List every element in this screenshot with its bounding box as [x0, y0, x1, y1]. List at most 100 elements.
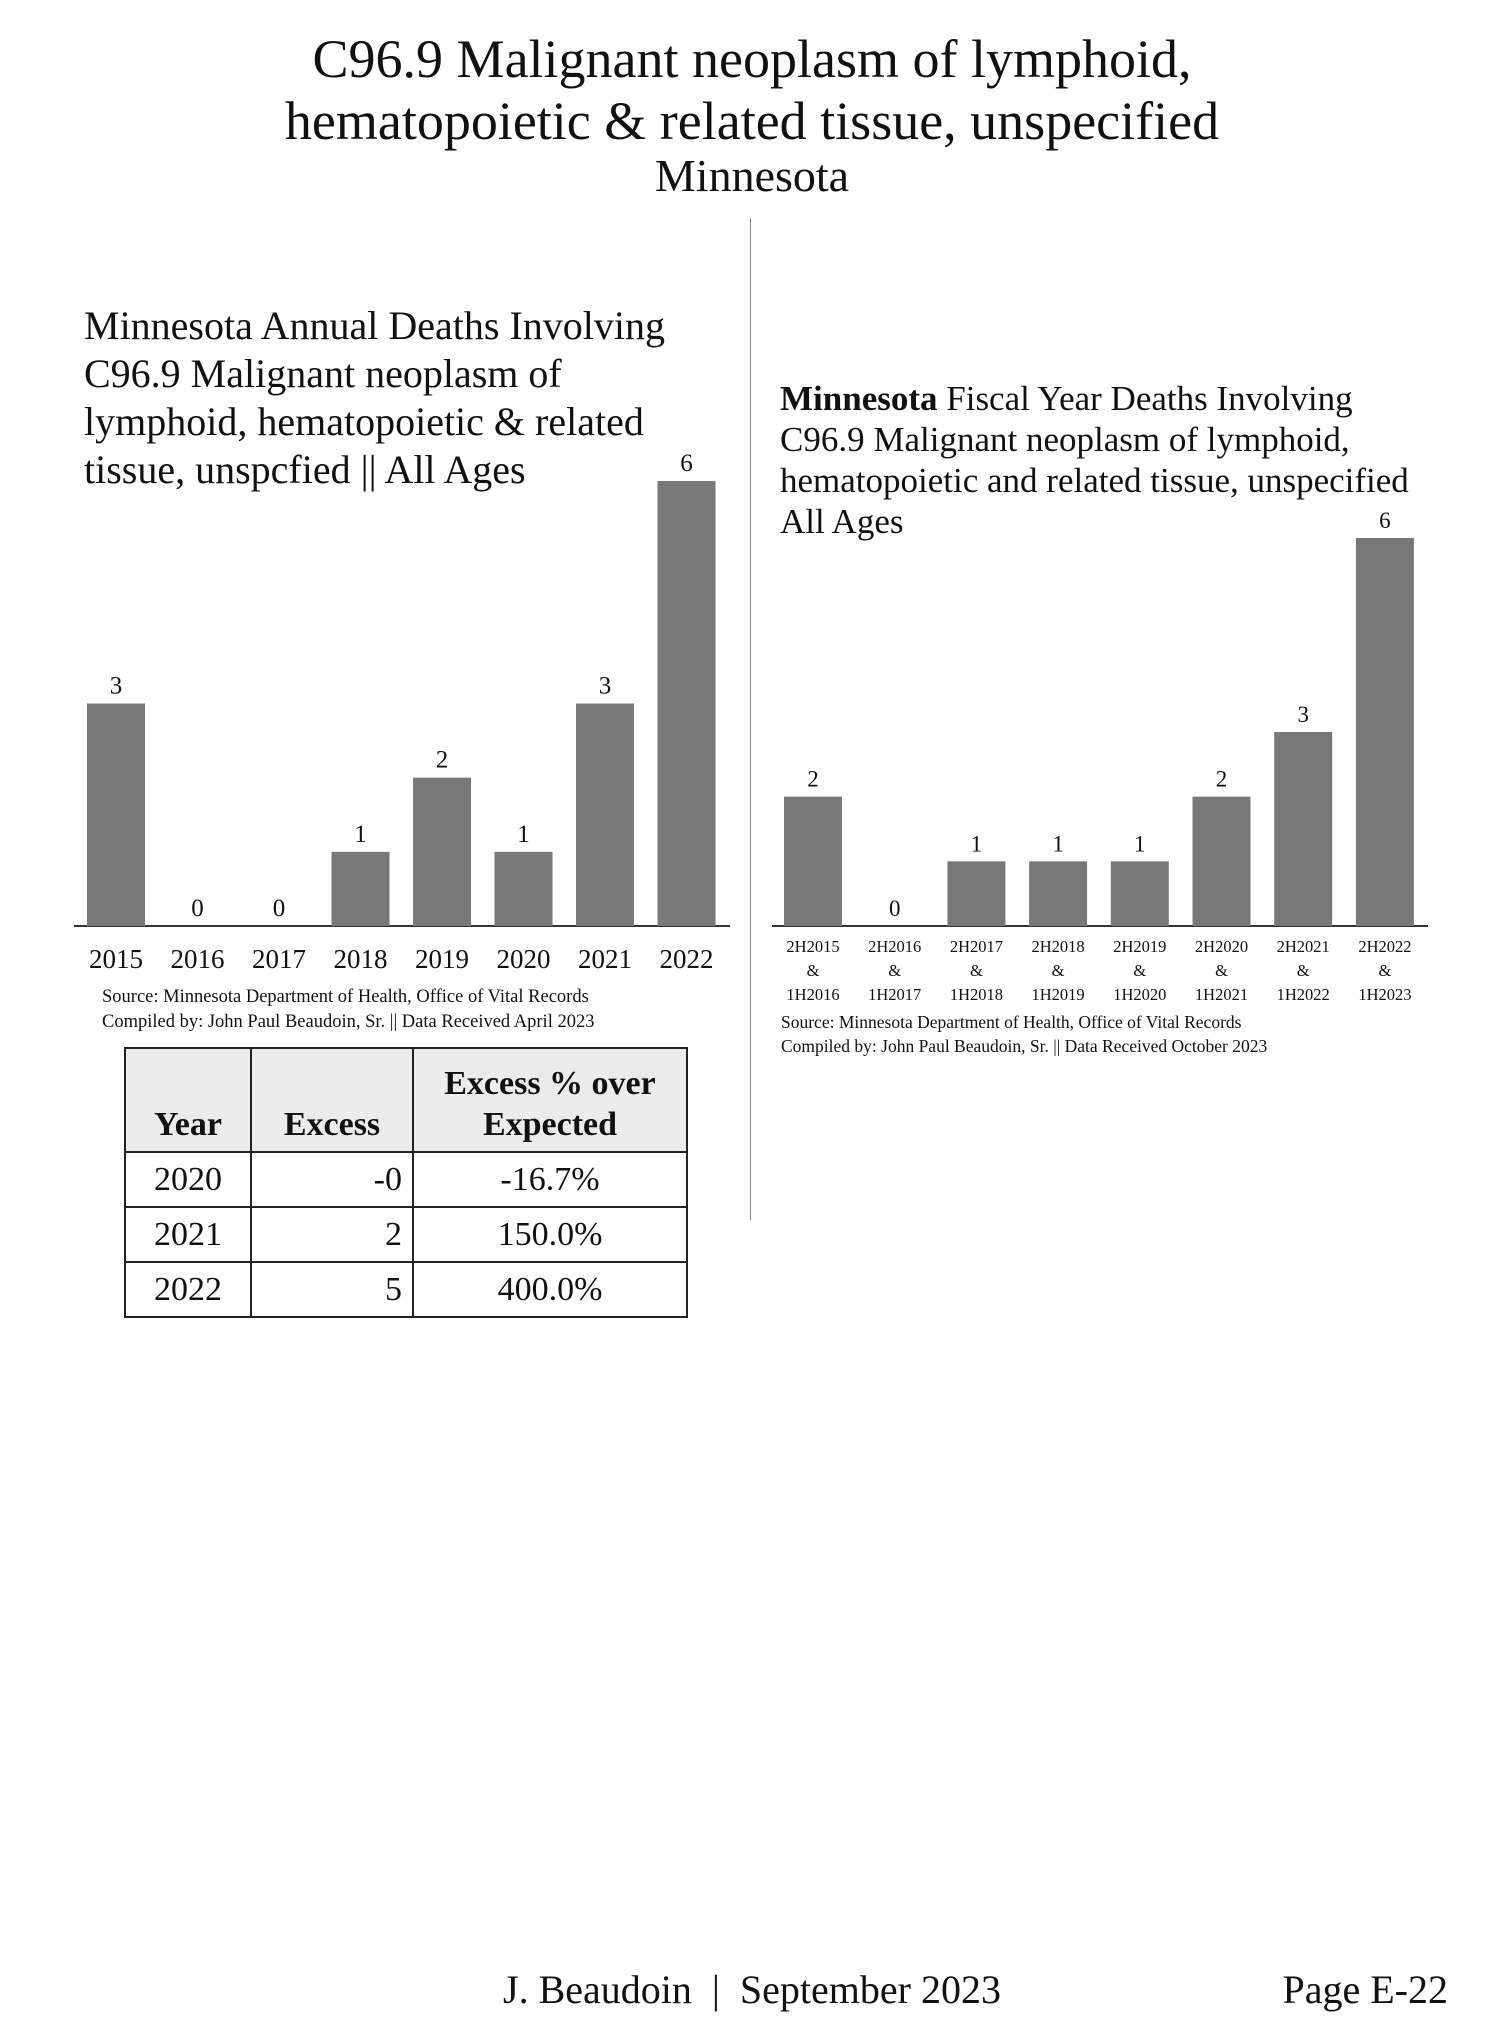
cell-excess-pct: -16.7% [412, 1151, 688, 1208]
table-row: 2021 2 150.0% [124, 1206, 688, 1263]
category-label: 1H2020 [1113, 985, 1166, 1004]
cell-excess: -0 [250, 1151, 414, 1208]
category-label: 2H2021 [1277, 937, 1330, 956]
page-subtitle: Minnesota [654, 150, 850, 201]
cell-year: 2022 [124, 1261, 252, 1318]
source-line: Compiled by: John Paul Beaudoin, Sr. || … [781, 1036, 1268, 1056]
annual-chart-title-line: lymphoid, hematopoietic & related [84, 399, 644, 444]
fiscal-chart-title-line: hematopoietic and related tissue, unspec… [780, 461, 1409, 500]
bar [1192, 796, 1251, 926]
category-label: 2H2018 [1032, 937, 1085, 956]
bar [494, 851, 553, 926]
fiscal-chart-title-line: Minnesota Fiscal Year Deaths Involving [780, 378, 1420, 419]
category-label: & [807, 961, 820, 980]
source-line: Source: Minnesota Department of Health, … [102, 987, 589, 1007]
fiscal-chart-title-bold: Minnesota [780, 379, 938, 418]
column-divider [750, 218, 751, 1220]
footer-author-date: J. Beaudoin | September 2023 [503, 1967, 1001, 2012]
category-label: & [1215, 961, 1228, 980]
category-label: 1H2022 [1277, 985, 1330, 1004]
category-label: 2021 [578, 944, 632, 974]
data-label: 3 [599, 673, 612, 700]
excess-table: Year Excess Excess % over Expected 2020 … [124, 1047, 688, 1318]
footer-page-number: Page E-22 [1282, 1967, 1448, 2012]
category-label: 2020 [497, 944, 551, 974]
data-label: 1 [1134, 831, 1146, 856]
bar [87, 703, 145, 926]
data-label: 0 [191, 895, 204, 922]
cell-excess: 2 [250, 1206, 414, 1263]
data-label: 1 [517, 821, 530, 848]
fiscal-chart-source: Source: Minnesota Department of Health, … [781, 1010, 1421, 1058]
table-row: 2020 -0 -16.7% [124, 1151, 688, 1208]
bar [1029, 861, 1088, 926]
data-label: 1 [971, 831, 983, 856]
fiscal-chart-title-line: C96.9 Malignant neoplasm of lymphoid, [780, 420, 1350, 459]
data-label: 0 [273, 895, 286, 922]
category-label: 1H2017 [868, 985, 921, 1004]
source-line: Source: Minnesota Department of Health, … [781, 1012, 1242, 1032]
cell-excess-pct: 150.0% [412, 1206, 688, 1263]
bar [1355, 538, 1414, 926]
data-label: 1 [1052, 831, 1064, 856]
category-label: 1H2019 [1032, 985, 1085, 1004]
category-label: & [970, 961, 983, 980]
source-line: Compiled by: John Paul Beaudoin, Sr. || … [102, 1012, 595, 1032]
category-label: & [1133, 961, 1146, 980]
category-label: & [1052, 961, 1065, 980]
annual-chart-title: Minnesota Annual Deaths Involving C96.9 … [84, 302, 724, 494]
header-excess-pct: Excess % over Expected [412, 1047, 688, 1153]
category-label: 2H2015 [786, 937, 839, 956]
category-label: 1H2016 [786, 985, 839, 1004]
cell-excess: 5 [250, 1261, 414, 1318]
annual-chart-title-line: tissue, unspcfied || All Ages [84, 447, 526, 492]
data-label: 1 [354, 821, 367, 848]
annual-chart-title-line: Minnesota Annual Deaths Involving [84, 303, 666, 348]
data-label: 2 [436, 747, 449, 774]
bar [1110, 861, 1169, 926]
category-label: & [1297, 961, 1310, 980]
bar [331, 851, 390, 926]
category-label: 2019 [415, 944, 469, 974]
cell-excess-pct: 400.0% [412, 1261, 688, 1318]
annual-chart-title-line: C96.9 Malignant neoplasm of [84, 351, 562, 396]
cell-year: 2021 [124, 1206, 252, 1263]
category-label: 2H2022 [1358, 937, 1411, 956]
category-label: & [888, 961, 901, 980]
bar [947, 861, 1006, 926]
fiscal-chart-title: Minnesota Fiscal Year Deaths Involving C… [780, 378, 1420, 542]
bar [413, 777, 471, 926]
category-label: 2022 [660, 944, 714, 974]
category-label: 2H2017 [950, 937, 1003, 956]
annual-chart-source: Source: Minnesota Department of Health, … [102, 985, 742, 1035]
table-row: 2022 5 400.0% [124, 1261, 688, 1318]
data-label: 3 [110, 673, 123, 700]
category-label: 2015 [89, 944, 143, 974]
category-label: 2H2016 [868, 937, 921, 956]
category-label: & [1378, 961, 1391, 980]
bar [657, 481, 716, 926]
data-label: 6 [680, 450, 693, 477]
data-label: 2 [807, 767, 819, 792]
fiscal-chart-title-line: All Ages [780, 502, 904, 541]
data-label: 2 [1216, 767, 1228, 792]
bar [1274, 732, 1333, 926]
table-header-row: Year Excess Excess % over Expected [124, 1047, 688, 1153]
page-title: C96.9 Malignant neoplasm of lymphoid, he… [0, 28, 1504, 152]
bar [576, 703, 634, 926]
header-year: Year [124, 1047, 252, 1153]
data-label: 0 [889, 896, 901, 921]
category-label: 1H2021 [1195, 985, 1248, 1004]
page-title-line-1: C96.9 Malignant neoplasm of lymphoid, [312, 29, 1192, 89]
bar [784, 796, 842, 926]
category-label: 2H2019 [1113, 937, 1166, 956]
page-title-line-2: hematopoietic & related tissue, unspecif… [284, 91, 1220, 151]
header-excess: Excess [250, 1047, 414, 1153]
data-label: 3 [1297, 702, 1309, 727]
category-label: 2H2020 [1195, 937, 1248, 956]
data-label: 6 [1379, 508, 1391, 533]
category-label: 2016 [171, 944, 225, 974]
category-label: 1H2023 [1358, 985, 1411, 1004]
category-label: 2018 [334, 944, 388, 974]
